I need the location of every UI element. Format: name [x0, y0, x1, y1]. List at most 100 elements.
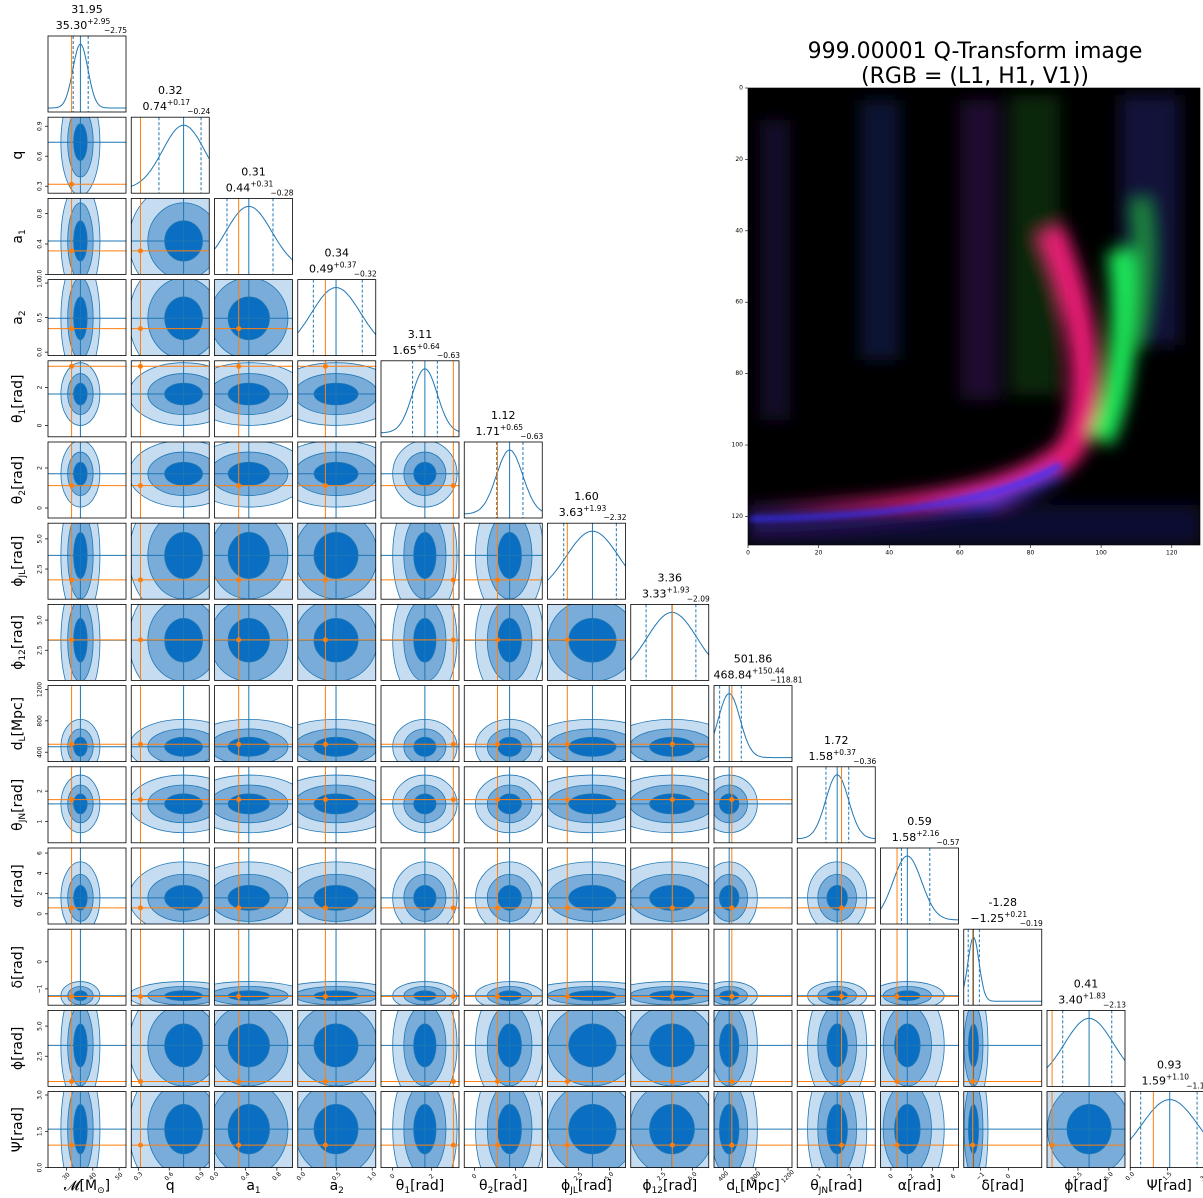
joint-panel	[701, 848, 792, 934]
truth-point	[565, 994, 570, 999]
x-tick-label: 0.0	[295, 1171, 307, 1183]
axis-label: δ[rad]	[981, 1178, 1024, 1194]
truth-value: 0.93	[1157, 1059, 1182, 1072]
truth-value: 0.31	[241, 165, 266, 178]
axis-label-part: Ψ	[1147, 1178, 1158, 1194]
median-value: 1.58+2.16	[892, 829, 940, 844]
error-plus: +0.37	[334, 261, 357, 270]
axis-label-part: [rad]	[10, 536, 26, 570]
truth-point	[670, 1143, 675, 1148]
error-plus: +2.16	[916, 829, 939, 838]
panel-frame	[1047, 1010, 1125, 1086]
truth-point	[565, 1079, 570, 1084]
panel-frame	[631, 604, 709, 680]
panel-content	[48, 256, 126, 380]
joint-panel	[797, 929, 875, 1010]
joint-panel	[464, 929, 544, 1010]
truth-point	[565, 797, 570, 802]
error-minus: −0.36	[853, 757, 876, 766]
truth-point	[729, 1143, 734, 1148]
axis-label-part: JL	[569, 1186, 578, 1196]
y-tick-label: 1.5	[37, 1126, 44, 1136]
truth-point	[839, 994, 844, 999]
joint-panel	[464, 848, 544, 934]
median: 1.58	[809, 750, 834, 763]
joint-panel	[381, 929, 459, 1010]
y-tick-label: 0	[37, 912, 44, 916]
y-tick-label: 0.9	[37, 121, 44, 131]
truth-point	[323, 483, 328, 488]
truth-value: 3.11	[408, 328, 433, 341]
error-plus: +2.95	[87, 17, 110, 26]
axis-label: θ2[rad]	[479, 1178, 527, 1196]
marginal-panel	[881, 848, 959, 924]
axis-label: α[rad]	[898, 1178, 941, 1194]
median-value: 1.71+0.65	[476, 423, 524, 438]
truth-point	[895, 1079, 900, 1084]
axis-label: a2	[10, 310, 28, 324]
x-tick-label: 50	[114, 1171, 124, 1181]
truth-point	[236, 364, 241, 369]
y-tick-label: 0	[37, 960, 44, 964]
error-minus: −0.32	[354, 270, 377, 279]
median-value: 3.63+1.93	[559, 504, 607, 519]
median-value: 35.30+2.95	[56, 17, 111, 32]
x-tick-label: 3.0	[1199, 1171, 1203, 1183]
marginal-density	[464, 450, 542, 514]
joint-panel	[607, 686, 736, 775]
truth-point	[670, 905, 675, 910]
truth-point	[323, 1079, 328, 1084]
y-tick-label: 2.5	[37, 564, 44, 574]
truth-value: 1.72	[824, 734, 849, 747]
truth-point	[138, 637, 143, 642]
truth-point	[451, 742, 456, 747]
truth-point	[451, 797, 456, 802]
panel-content	[464, 929, 544, 1010]
axis-label: α[rad]	[10, 864, 26, 907]
x-tick-label: 0	[887, 1173, 895, 1181]
marginal-panel	[381, 361, 459, 437]
panel-content	[381, 441, 459, 518]
truth-point	[565, 1143, 570, 1148]
truth-point	[69, 1079, 74, 1084]
y-tick-label: 1	[37, 819, 44, 823]
axis-label-part: δ	[981, 1178, 990, 1194]
truth-point	[323, 905, 328, 910]
truth-point	[839, 905, 844, 910]
panel-content	[48, 361, 126, 437]
y-tick-label: 6	[37, 851, 44, 855]
panel-content	[631, 604, 709, 680]
axis-label: a1	[246, 1178, 260, 1196]
axis-label-part: ϕ	[642, 1178, 651, 1194]
truth-point	[495, 1079, 500, 1084]
truth-point	[236, 905, 241, 910]
panel-content	[464, 767, 544, 843]
chart: 31.9535.30+2.95−2.750.320.74+0.17−0.240.…	[0, 0, 1203, 1198]
truth-point	[323, 637, 328, 642]
error-minus: −1.17	[1186, 1082, 1203, 1091]
y-tick-label: 0.8	[37, 209, 44, 219]
panel-content	[548, 523, 626, 599]
axis-label: θ1[rad]	[396, 1178, 444, 1196]
panel-frame	[464, 442, 542, 518]
median-value: 0.44+0.31	[226, 179, 274, 194]
image-y-tick-label: 120	[732, 513, 744, 520]
axis-label-part: [rad]	[10, 375, 26, 409]
axis-label-part: [rad]	[410, 1178, 444, 1194]
axis-label-part: [rad]	[10, 456, 26, 490]
panel-content	[1130, 1092, 1203, 1168]
panel-content	[381, 767, 459, 843]
truth-point	[670, 742, 675, 747]
x-tick-label: 6	[949, 1173, 957, 1181]
y-tick-label: −1	[37, 984, 44, 993]
panel-content	[701, 929, 792, 1010]
axis-label-part: 1	[18, 229, 28, 235]
y-tick-label: 0.3	[37, 181, 44, 191]
error-minus: −0.28	[271, 188, 294, 197]
marginal-density	[131, 125, 209, 186]
error-plus: +0.21	[1004, 910, 1027, 919]
median: 3.40	[1058, 993, 1083, 1006]
joint-panel	[48, 686, 126, 775]
truth-point	[323, 364, 328, 369]
axis-label-part: q	[166, 1178, 175, 1194]
